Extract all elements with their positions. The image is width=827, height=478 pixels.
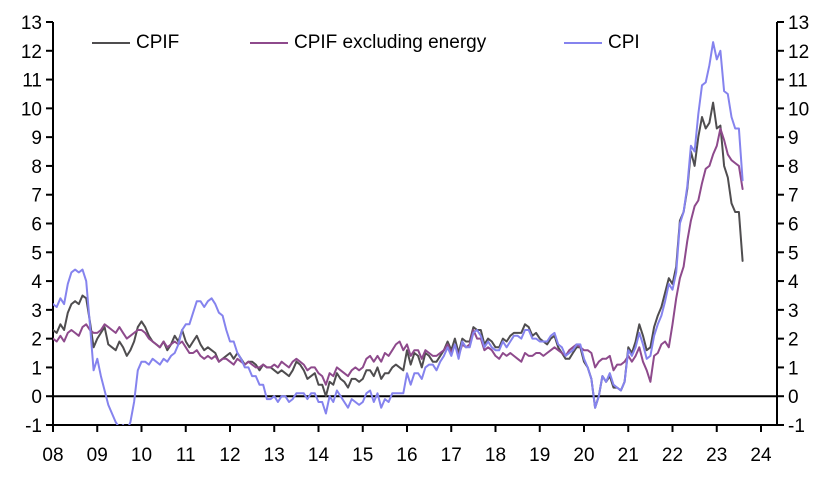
svg-text:7: 7 <box>31 186 42 207</box>
svg-text:17: 17 <box>441 445 462 466</box>
svg-text:10: 10 <box>21 99 42 120</box>
svg-text:14: 14 <box>308 445 330 466</box>
svg-text:19: 19 <box>529 445 550 466</box>
svg-text:12: 12 <box>788 42 809 63</box>
svg-text:7: 7 <box>788 186 799 207</box>
svg-text:3: 3 <box>31 301 42 322</box>
svg-text:0: 0 <box>788 387 799 408</box>
svg-text:09: 09 <box>87 445 108 466</box>
svg-text:4: 4 <box>31 272 42 293</box>
svg-text:13: 13 <box>788 13 809 34</box>
svg-text:10: 10 <box>131 445 152 466</box>
axes <box>52 22 778 426</box>
svg-text:8: 8 <box>788 157 799 178</box>
svg-text:6: 6 <box>788 215 799 236</box>
svg-text:-1: -1 <box>788 416 805 437</box>
svg-text:22: 22 <box>662 445 683 466</box>
svg-text:13: 13 <box>264 445 285 466</box>
svg-text:08: 08 <box>42 445 63 466</box>
svg-text:13: 13 <box>21 13 42 34</box>
svg-text:6: 6 <box>31 215 42 236</box>
series-line-cpi <box>53 41 744 425</box>
svg-text:2: 2 <box>31 330 42 351</box>
svg-text:11: 11 <box>788 71 808 92</box>
svg-text:2: 2 <box>788 330 799 351</box>
svg-text:12: 12 <box>21 42 42 63</box>
svg-text:21: 21 <box>618 445 639 466</box>
svg-text:5: 5 <box>31 243 42 264</box>
svg-text:20: 20 <box>573 445 594 466</box>
svg-text:4: 4 <box>788 272 799 293</box>
svg-text:15: 15 <box>352 445 373 466</box>
svg-text:12: 12 <box>219 445 240 466</box>
series-lines <box>53 41 744 425</box>
svg-text:1: 1 <box>788 358 799 379</box>
svg-text:9: 9 <box>788 128 799 149</box>
svg-text:11: 11 <box>22 71 42 92</box>
svg-text:16: 16 <box>396 445 417 466</box>
svg-text:5: 5 <box>788 243 799 264</box>
svg-text:18: 18 <box>485 445 506 466</box>
series-line-cpif-excluding-energy <box>53 127 744 386</box>
svg-text:9: 9 <box>31 128 42 149</box>
svg-text:0: 0 <box>31 387 42 408</box>
svg-text:23: 23 <box>706 445 727 466</box>
svg-text:10: 10 <box>788 99 809 120</box>
svg-text:1: 1 <box>31 358 42 379</box>
svg-text:-1: -1 <box>25 416 42 437</box>
svg-text:11: 11 <box>176 445 196 466</box>
svg-text:3: 3 <box>788 301 799 322</box>
x-axis-labels: 08 09 10 11 12 13 14 15 16 17 18 19 20 21 22 23 24 <box>42 425 772 466</box>
svg-text:24: 24 <box>750 445 772 466</box>
svg-text:8: 8 <box>31 157 42 178</box>
